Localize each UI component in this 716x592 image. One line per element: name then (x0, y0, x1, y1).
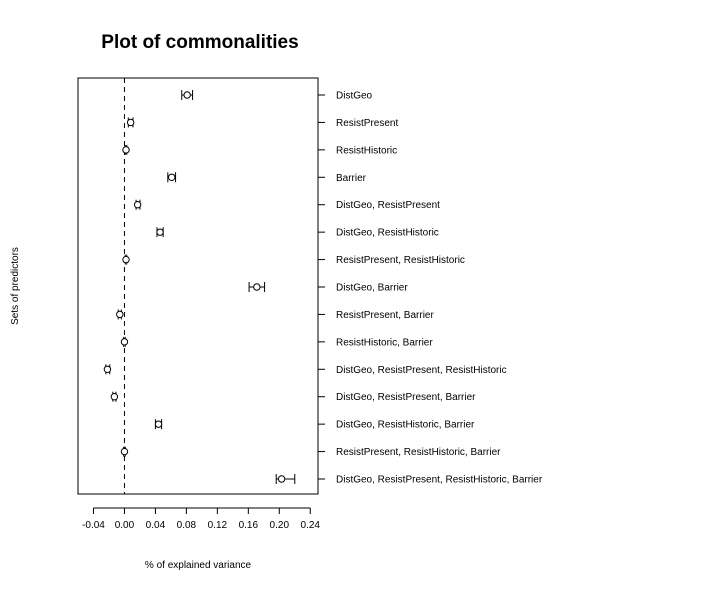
y-tick-label: DistGeo, ResistPresent, ResistHistoric, … (336, 475, 543, 486)
data-point (126, 118, 135, 127)
x-tick-label: 0.08 (177, 520, 197, 531)
y-tick-label: DistGeo (336, 91, 373, 102)
x-tick-label: 0.24 (301, 520, 321, 531)
y-tick-label: ResistPresent, Barrier (336, 310, 434, 321)
data-point (253, 283, 261, 291)
data-point (277, 475, 286, 483)
y-tick-label: ResistPresent (336, 118, 398, 129)
data-point (120, 338, 129, 346)
data-point (167, 173, 176, 181)
y-tick-label: ResistHistoric (336, 145, 397, 156)
y-tick-label: DistGeo, ResistHistoric, Barrier (336, 420, 475, 431)
y-tick-label: DistGeo, ResistPresent (336, 200, 440, 211)
x-tick-label: 0.16 (239, 520, 259, 531)
data-point (120, 447, 129, 456)
data-point (116, 310, 124, 319)
y-tick-label: ResistHistoric, Barrier (336, 337, 433, 348)
data-point (122, 255, 130, 264)
data-point (156, 228, 164, 236)
data-point (154, 420, 163, 428)
y-tick-label: DistGeo, ResistHistoric (336, 228, 439, 239)
y-tick-label: DistGeo, ResistPresent, ResistHistoric (336, 365, 507, 376)
y-tick-label: DistGeo, Barrier (336, 283, 408, 294)
y-tick-label: ResistPresent, ResistHistoric (336, 255, 465, 266)
data-point (110, 393, 119, 401)
x-tick-label: -0.04 (82, 520, 105, 531)
x-axis: -0.04 0.00 0.04 0.08 0.12 0.16 0.20 0.24 (82, 507, 321, 531)
data-point (103, 365, 112, 373)
y-tick-label: ResistPresent, ResistHistoric, Barrier (336, 447, 501, 458)
y-tick-label: DistGeo, ResistPresent, Barrier (336, 392, 476, 403)
x-tick-label: 0.00 (115, 520, 135, 531)
plot-frame (77, 77, 319, 495)
x-tick-label: 0.04 (146, 520, 166, 531)
data-point (133, 201, 142, 209)
x-tick-label: 0.12 (208, 520, 228, 531)
data-point (122, 146, 130, 154)
x-tick-label: 0.20 (270, 520, 290, 531)
x-axis-label: % of explained variance (145, 560, 252, 571)
chart-title: Plot of commonalities (101, 32, 298, 53)
y-axis: DistGeo ResistPresent ResistHistoric Barrie… (318, 91, 543, 486)
y-tick-label: Barrier (336, 173, 367, 184)
y-axis-label: Sets of predictors (10, 247, 21, 325)
chart-marks (103, 78, 296, 494)
data-point (183, 91, 191, 99)
